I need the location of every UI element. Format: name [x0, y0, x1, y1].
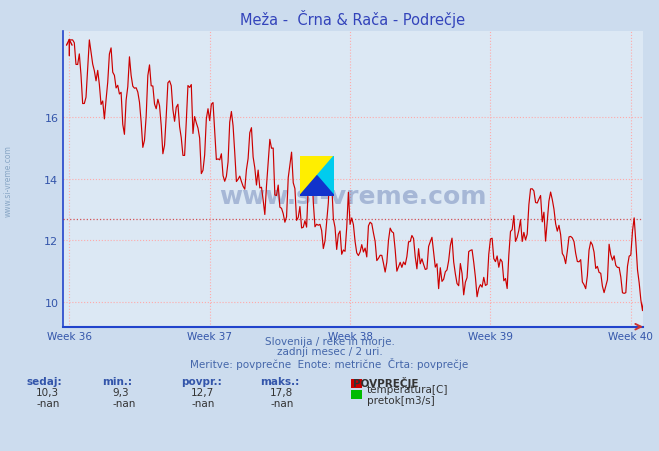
Text: 10,3: 10,3	[36, 387, 59, 397]
Text: povpr.:: povpr.:	[181, 377, 222, 387]
Polygon shape	[300, 156, 334, 196]
Text: maks.:: maks.:	[260, 377, 300, 387]
Text: 17,8: 17,8	[270, 387, 293, 397]
Text: temperatura[C]: temperatura[C]	[367, 384, 449, 394]
Text: 12,7: 12,7	[191, 387, 214, 397]
Text: www.si-vreme.com: www.si-vreme.com	[3, 144, 13, 216]
Text: Meritve: povprečne  Enote: metrične  Črta: povprečje: Meritve: povprečne Enote: metrične Črta:…	[190, 357, 469, 369]
Text: zadnji mesec / 2 uri.: zadnji mesec / 2 uri.	[277, 346, 382, 356]
Polygon shape	[317, 156, 334, 196]
Text: -nan: -nan	[112, 398, 135, 408]
Text: min.:: min.:	[102, 377, 132, 387]
Text: pretok[m3/s]: pretok[m3/s]	[367, 395, 435, 405]
Polygon shape	[300, 176, 334, 196]
Text: sedaj:: sedaj:	[26, 377, 62, 387]
Title: Meža -  Črna & Rača - Podrečje: Meža - Črna & Rača - Podrečje	[240, 9, 465, 28]
Text: -nan: -nan	[191, 398, 214, 408]
Text: POVPREČJE: POVPREČJE	[353, 377, 418, 389]
Text: Slovenija / reke in morje.: Slovenija / reke in morje.	[264, 336, 395, 346]
Text: www.si-vreme.com: www.si-vreme.com	[219, 185, 486, 209]
Text: 9,3: 9,3	[112, 387, 129, 397]
Text: -nan: -nan	[36, 398, 59, 408]
Text: -nan: -nan	[270, 398, 293, 408]
